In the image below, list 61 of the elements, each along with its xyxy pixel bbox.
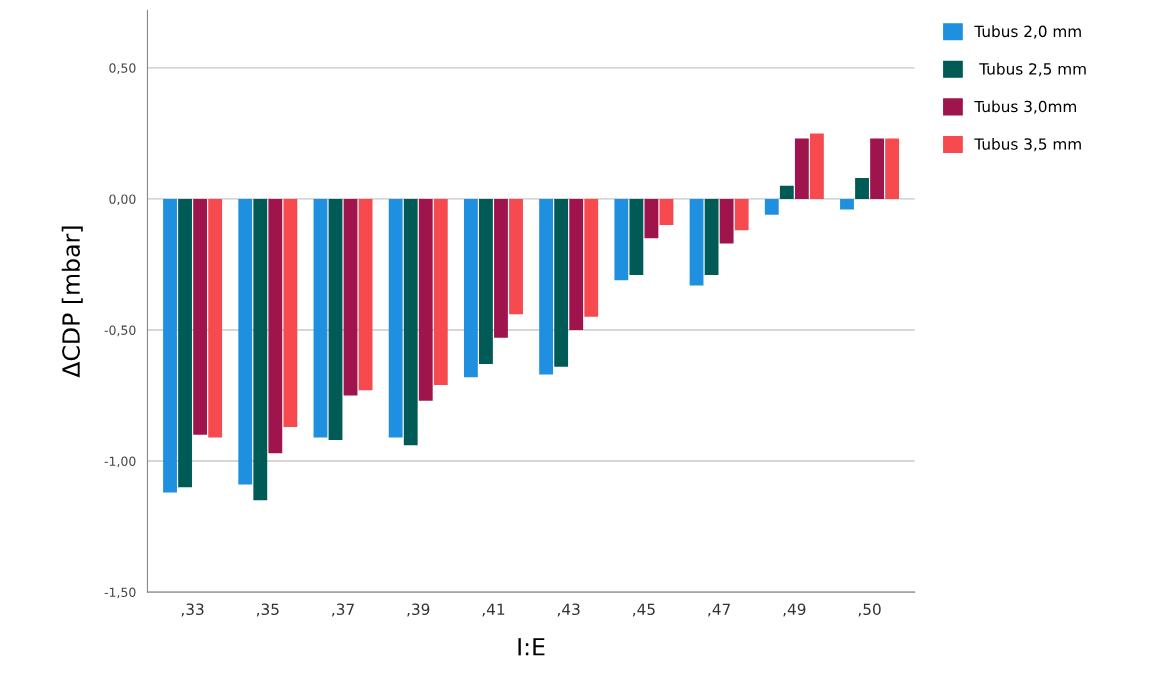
y-tick-label: -1,50 [104,587,136,599]
bar [704,198,719,275]
bar [719,198,734,244]
x-tick-label: ,37 [332,603,354,617]
bar [193,198,208,435]
bar [343,198,358,396]
x-tick-label: ,41 [482,603,505,617]
bar [539,198,554,375]
bar [358,198,373,391]
bar [268,198,283,454]
bar [779,185,794,199]
legend-label: Tubus 3,0mm [974,100,1076,114]
bar [629,198,644,275]
y-tick-label: 0,00 [109,194,136,206]
bar [809,133,824,199]
x-tick-label: ,45 [632,603,655,617]
bar [494,198,508,338]
x-axis-title: I:E [518,638,545,656]
bar [253,198,268,501]
bar [328,198,343,441]
legend-label: Tubus 3,5 mm [974,137,1081,152]
x-tick-label: ,43 [557,603,580,617]
y-tick-label: 0,50 [109,63,136,75]
bar [569,198,584,330]
bar [584,198,599,317]
bar [388,198,403,438]
bar [238,198,253,485]
bar [734,198,749,231]
legend-label: Tubus 2,5 mm [979,62,1086,77]
bar [794,138,809,199]
bar [418,198,433,401]
y-tick-label: -1,00 [104,456,136,468]
bar [689,198,704,286]
bar [644,198,659,239]
bar [885,138,900,199]
y-axis-title: ΔCDP [mbar] [61,226,83,378]
bar [509,198,523,315]
bar [283,198,298,427]
bar [403,198,418,446]
bar [855,177,869,199]
bar [764,198,779,215]
bar [614,198,629,281]
bar [208,198,223,438]
bar [463,198,478,378]
x-tick-label: ,50 [858,603,881,617]
x-tick-label: ,39 [407,603,430,617]
legend-label: Tubus 2,0 mm [974,25,1081,39]
bar [479,198,493,365]
bar [870,138,884,199]
x-tick-label: ,49 [783,603,806,617]
x-tick-label: ,33 [181,603,204,617]
x-tick-label: ,47 [708,603,730,617]
bar [178,198,192,488]
bar [313,198,328,438]
bar [554,198,569,367]
bar [433,198,448,386]
y-tick-label: -0,50 [104,325,136,337]
bar [659,198,674,226]
bar [163,198,177,493]
x-tick-label: ,35 [256,603,279,617]
bar [840,198,854,210]
